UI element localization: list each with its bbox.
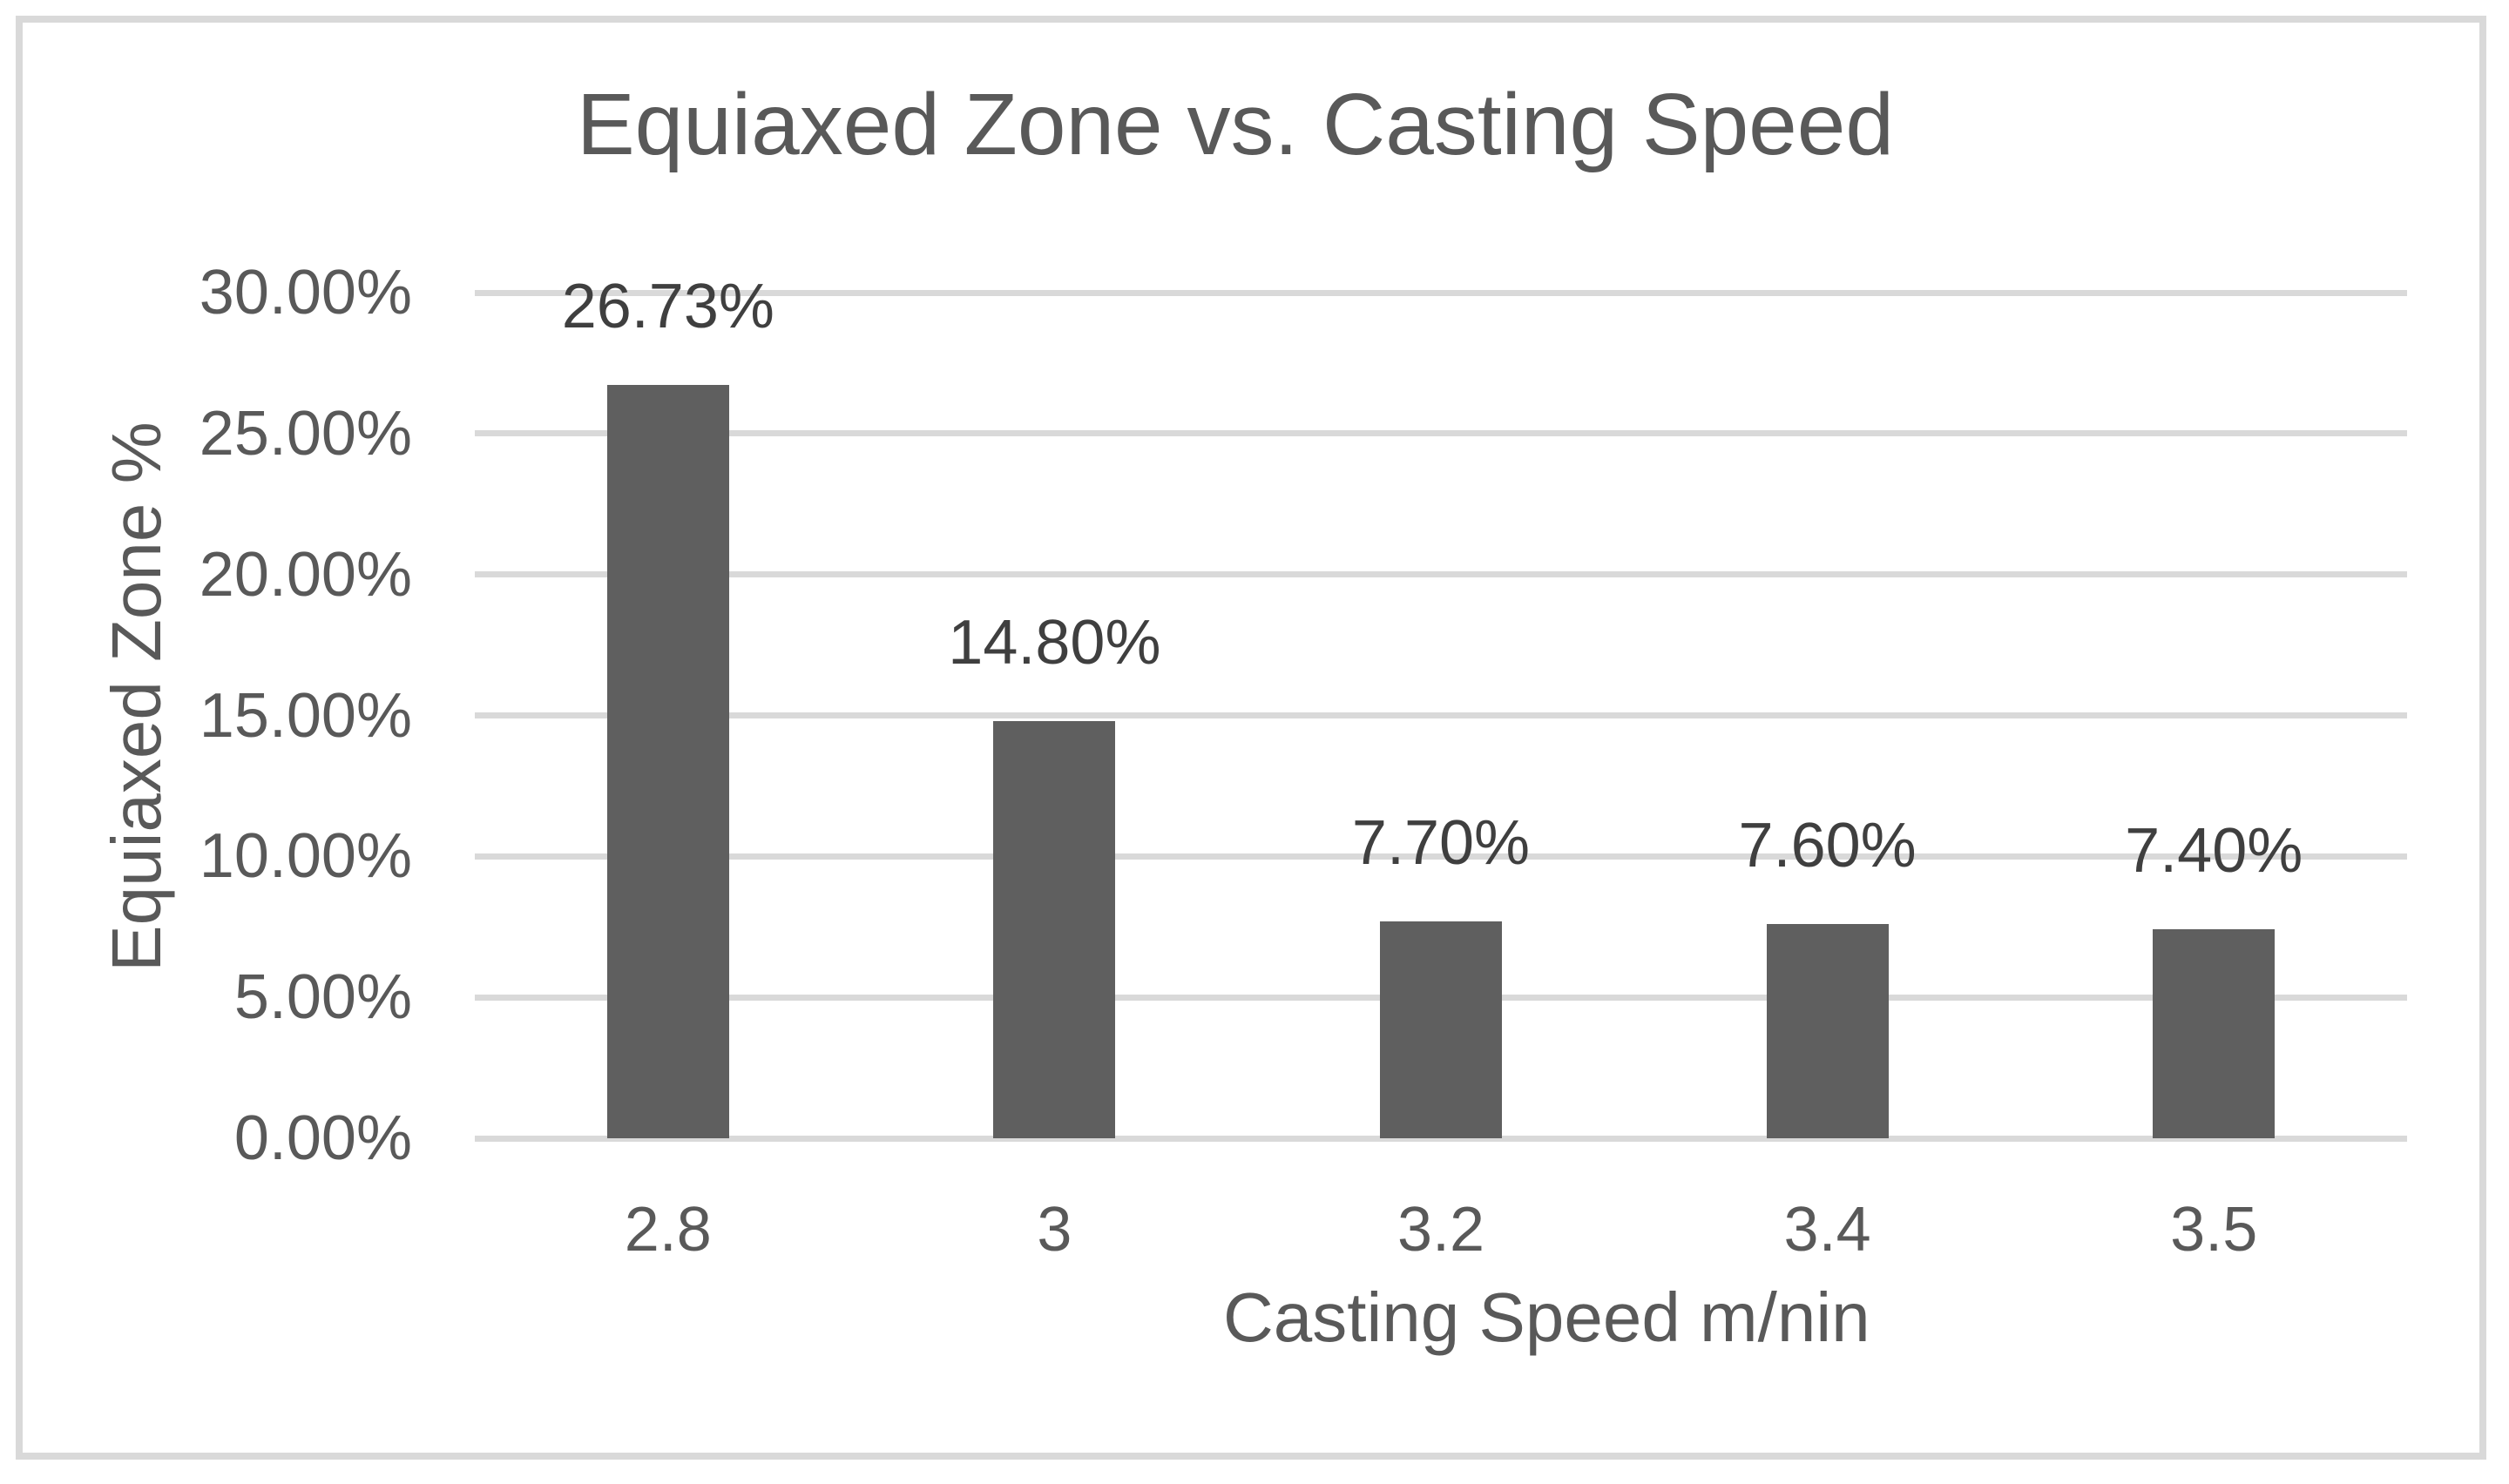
gridline — [475, 853, 2407, 860]
x-tick-label: 2.8 — [624, 1195, 712, 1265]
chart-title: Equiaxed Zone vs. Casting Speed — [576, 76, 1895, 173]
bar-data-label: 7.40% — [2125, 816, 2303, 887]
bar — [1766, 924, 1889, 1138]
y-tick-label: 25.00% — [199, 398, 412, 469]
y-tick-label: 30.00% — [199, 258, 412, 327]
y-tick-label: 0.00% — [233, 1103, 412, 1173]
x-tick-label: 3.5 — [2170, 1195, 2258, 1265]
x-tick-label: 3.2 — [1397, 1195, 1485, 1265]
gridline — [475, 571, 2407, 578]
y-tick-label: 5.00% — [233, 962, 412, 1033]
gridline — [475, 712, 2407, 718]
x-tick-label: 3.4 — [1783, 1195, 1871, 1265]
bar — [993, 720, 1116, 1138]
x-axis-line — [475, 1135, 2407, 1142]
x-tick-label: 3 — [1037, 1195, 1072, 1265]
gridline — [475, 289, 2407, 296]
bar — [1380, 921, 1502, 1138]
bar-data-label: 26.73% — [561, 271, 774, 341]
bar — [606, 384, 729, 1138]
chart-frame — [16, 16, 2486, 1460]
bar-data-label: 14.80% — [948, 607, 1161, 678]
y-tick-label: 20.00% — [199, 539, 412, 610]
y-tick-label: 15.00% — [199, 680, 412, 751]
x-axis-title: Casting Speed m/nin — [1223, 1278, 1870, 1356]
gridline — [475, 430, 2407, 437]
bar — [2153, 929, 2276, 1138]
bar-data-label: 7.70% — [1351, 807, 1531, 878]
bar-data-label: 7.60% — [1738, 811, 1917, 880]
y-tick-label: 10.00% — [199, 821, 412, 892]
